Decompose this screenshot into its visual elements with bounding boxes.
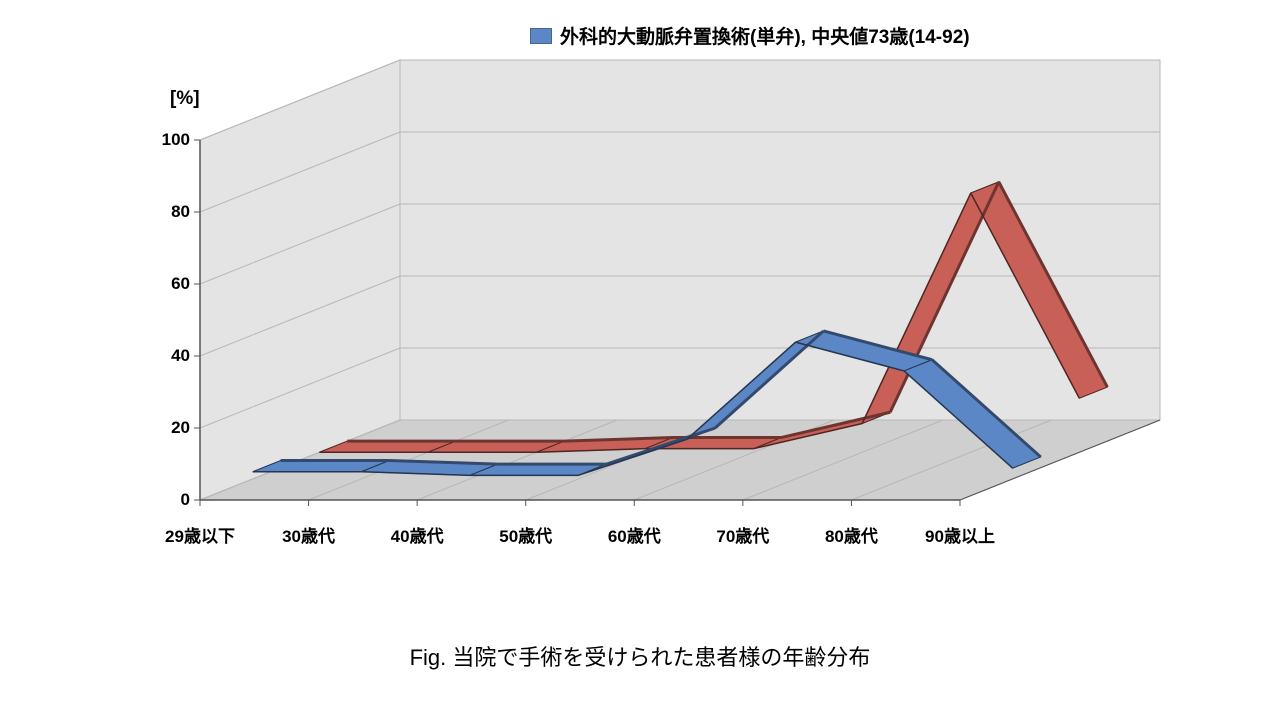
chart-caption: Fig. 当院で手術を受けられた患者様の年齢分布 — [0, 640, 1280, 672]
chart-plot-svg — [0, 0, 1280, 720]
y-axis-label: 20 — [150, 418, 190, 438]
x-axis-label: 50歳代 — [499, 522, 552, 547]
x-axis-label: 30歳代 — [282, 522, 335, 547]
x-axis-label: 40歳代 — [391, 522, 444, 547]
y-axis-label: 100 — [150, 130, 190, 150]
y-axis-label: 40 — [150, 346, 190, 366]
x-axis-label: 90歳以上 — [925, 522, 995, 547]
x-axis-label: 29歳以下 — [165, 522, 235, 547]
y-axis-label: 80 — [150, 202, 190, 222]
y-axis-label: 60 — [150, 274, 190, 294]
chart-container: 外科的大動脈弁置換術(単弁), 中央値73歳(14-92)TAVI, 中央値85… — [0, 0, 1280, 720]
x-axis-label: 70歳代 — [716, 522, 769, 547]
x-axis-label: 60歳代 — [608, 522, 661, 547]
x-axis-label: 80歳代 — [825, 522, 878, 547]
y-axis-label: 0 — [150, 490, 190, 510]
